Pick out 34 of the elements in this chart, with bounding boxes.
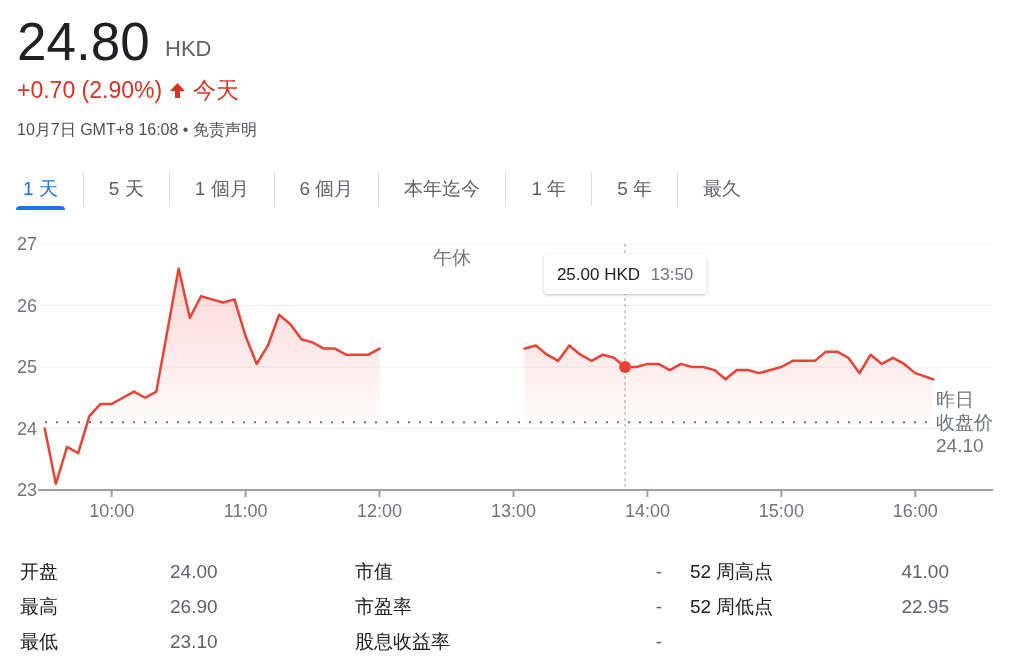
text: 1 個月 (193, 177, 250, 201)
text: 市值 (355, 560, 393, 584)
text: 股息收益率 (355, 630, 450, 654)
y-tick-label: 24 (16, 418, 37, 439)
text: 26.90 (170, 595, 218, 619)
text: 52 周低点 (690, 595, 774, 619)
text: 10月7日 GMT+8 16:08 • 免责声明 (17, 121, 257, 139)
text: 本年迄今 (403, 177, 482, 201)
y-tick-label: 26 (16, 295, 37, 316)
text: - (655, 560, 662, 584)
text: 5 天 (107, 177, 145, 201)
text: 24.00 (170, 560, 218, 584)
text: 最高 (20, 595, 58, 619)
text: - (655, 595, 662, 619)
text: 1 年 (530, 177, 568, 201)
y-tick-label: 23 (16, 480, 37, 500)
text: 22.95 (901, 595, 949, 619)
text: 6 個月 (298, 177, 355, 201)
text: 开盘 (20, 560, 58, 584)
text: 5 年 (616, 177, 654, 201)
text: 最久 (702, 177, 743, 201)
text: HKD (165, 36, 212, 61)
text: 41.00 (901, 560, 949, 584)
text: 最低 (20, 630, 58, 654)
tab: 1 天 (16, 172, 65, 210)
text: 52 周高点 (690, 560, 774, 584)
text: +0.70 (2.90%) (17, 76, 163, 104)
text: 24.80 (17, 12, 150, 71)
y-tick-label: 27 (16, 234, 37, 254)
text: - (655, 630, 662, 654)
text: 23.10 (170, 630, 218, 654)
text: 今天 (193, 76, 240, 104)
text: 市盈率 (355, 595, 412, 619)
y-tick-label: 25 (16, 357, 37, 377)
